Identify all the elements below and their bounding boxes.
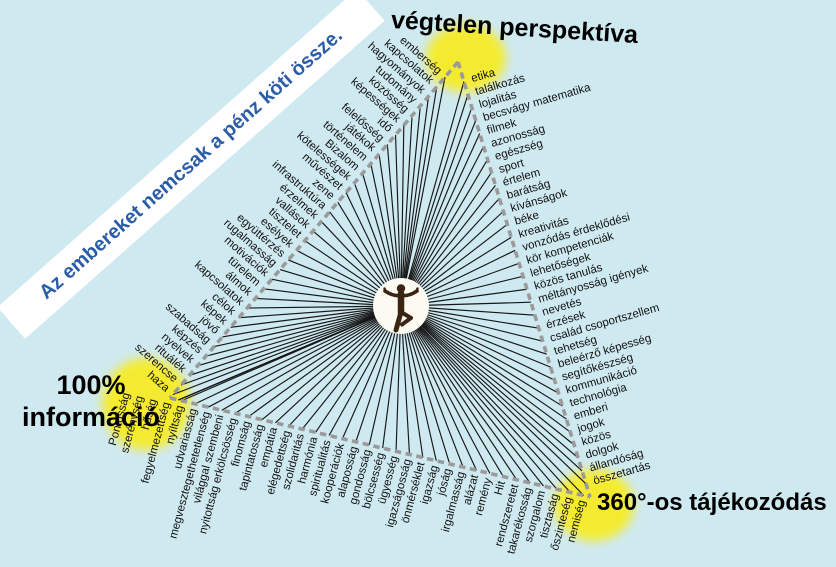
ray-line bbox=[181, 305, 402, 402]
ray-line bbox=[400, 146, 485, 307]
ray-line bbox=[400, 120, 477, 307]
ray-line bbox=[400, 107, 473, 307]
ray-line bbox=[400, 115, 413, 307]
ray-line bbox=[234, 305, 402, 414]
ray-line bbox=[400, 159, 489, 307]
ray-line bbox=[400, 105, 421, 307]
corner-highlights bbox=[102, 24, 634, 541]
ray-line bbox=[400, 305, 575, 446]
ray-line bbox=[261, 305, 402, 421]
ray-line bbox=[400, 305, 531, 484]
title-bottom-left-line1: 100% bbox=[56, 370, 126, 400]
ray-line bbox=[275, 305, 402, 424]
ray-line bbox=[208, 305, 402, 408]
ray-line bbox=[400, 81, 465, 307]
ray-line bbox=[400, 305, 585, 496]
ray-line bbox=[400, 96, 430, 307]
ray-line bbox=[189, 305, 402, 376]
corner-highlight bbox=[102, 358, 190, 450]
ray-line bbox=[194, 305, 402, 405]
dancer-icon bbox=[383, 284, 419, 333]
ray-line bbox=[400, 305, 477, 471]
ray-line bbox=[180, 305, 402, 386]
center-figure bbox=[373, 278, 429, 334]
ray-line bbox=[205, 305, 402, 357]
ray-line bbox=[213, 305, 402, 348]
ray-line bbox=[400, 94, 469, 307]
ray-line bbox=[400, 305, 504, 477]
title-bottom-right-vertex: 360°-os tájékozódás bbox=[597, 489, 827, 516]
ray-line bbox=[400, 305, 518, 481]
ray-line bbox=[221, 305, 402, 411]
triangle-edge-bottom bbox=[169, 396, 591, 499]
ray-line bbox=[400, 305, 558, 490]
ray-line bbox=[172, 305, 402, 396]
ray-line bbox=[400, 133, 481, 307]
title-bottom-left-line2: információ bbox=[21, 401, 161, 432]
ray-line bbox=[400, 305, 567, 420]
triangle-edge-left bbox=[168, 60, 460, 400]
ray-line bbox=[400, 305, 464, 468]
ray-line bbox=[400, 305, 491, 474]
ray-line bbox=[400, 305, 563, 407]
ray-line bbox=[400, 86, 438, 307]
ray-line bbox=[400, 305, 571, 433]
ray-line bbox=[400, 77, 446, 307]
ray-line bbox=[400, 305, 587, 485]
ray-line bbox=[230, 305, 402, 328]
ray-line bbox=[400, 305, 579, 459]
ray-line bbox=[400, 305, 544, 487]
ray-line bbox=[400, 305, 583, 472]
title-bottom-left-vertex: 100% információ bbox=[0, 370, 182, 434]
corner-highlight bbox=[554, 469, 634, 541]
ray-line bbox=[394, 134, 402, 307]
ray-line bbox=[248, 305, 402, 417]
ray-line bbox=[400, 305, 559, 394]
edge-label: Hit bbox=[493, 479, 508, 496]
ray-line bbox=[197, 305, 402, 367]
ray-line bbox=[222, 305, 402, 338]
ray-line bbox=[400, 125, 405, 307]
corner-highlight bbox=[426, 24, 506, 92]
triangle-edge-right bbox=[456, 61, 592, 498]
ray-line bbox=[400, 305, 555, 381]
triangle-edges bbox=[168, 60, 592, 499]
ray-line bbox=[400, 305, 571, 493]
